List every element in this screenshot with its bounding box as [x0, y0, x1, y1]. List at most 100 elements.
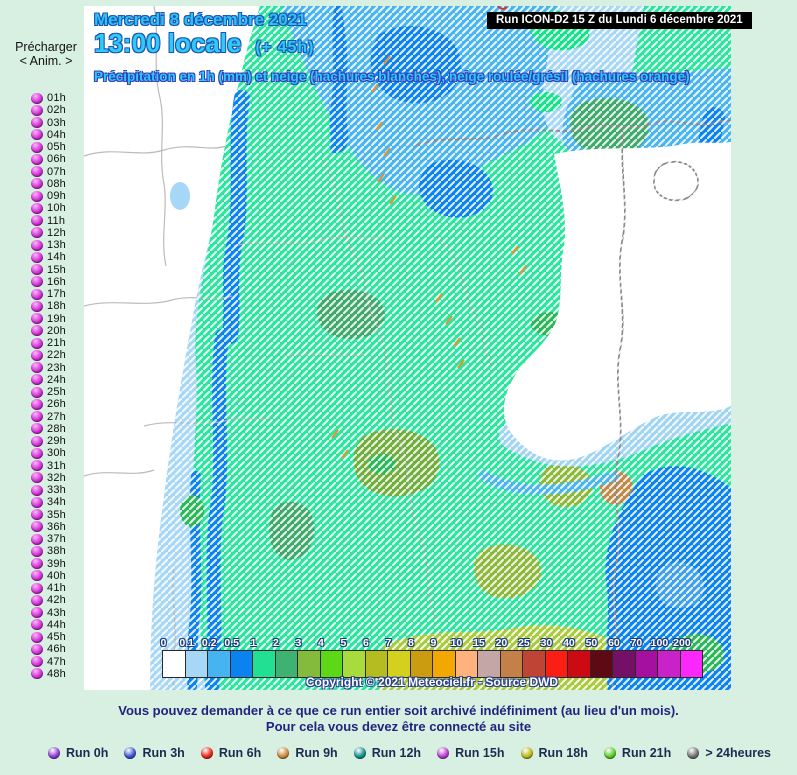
graupel-hatch-marks	[331, 55, 527, 459]
forecast-hour-link[interactable]: 04h	[31, 129, 66, 141]
forecast-hour-link[interactable]: 24h	[31, 374, 66, 386]
hour-label: 16h	[47, 275, 66, 288]
scale-step-color	[522, 650, 546, 678]
forecast-hour-link[interactable]: 41h	[31, 582, 66, 594]
hour-bullet-icon	[31, 533, 43, 545]
forecast-hour-link[interactable]: 14h	[31, 251, 66, 263]
forecast-hour-link[interactable]: 05h	[31, 141, 66, 153]
forecast-hour-link[interactable]: 39h	[31, 558, 66, 570]
hour-label: 34h	[47, 496, 66, 509]
forecast-hour-link[interactable]: 18h	[31, 300, 66, 312]
forecast-hour-link[interactable]: 29h	[31, 435, 66, 447]
scale-step-label: 20	[495, 637, 508, 649]
forecast-hour-link[interactable]: 46h	[31, 643, 66, 655]
forecast-hour-link[interactable]: 48h	[31, 668, 66, 680]
hour-bullet-icon	[31, 643, 43, 655]
hour-label: 45h	[47, 631, 66, 644]
hour-label: 29h	[47, 435, 66, 448]
forecast-hour-link[interactable]: 21h	[31, 337, 66, 349]
forecast-hour-link[interactable]: 09h	[31, 190, 66, 202]
map-local-time: 13:00 locale	[94, 28, 242, 58]
forecast-hour-link[interactable]: 27h	[31, 411, 66, 423]
scale-step-color	[454, 650, 478, 678]
run-label: Run 15h	[455, 746, 505, 760]
forecast-hour-link[interactable]: 30h	[31, 447, 66, 459]
animation-link[interactable]: < Anim. >	[19, 54, 73, 68]
forecast-hour-link[interactable]: 37h	[31, 533, 66, 545]
hour-label: 01h	[47, 92, 66, 105]
forecast-hour-link[interactable]: 23h	[31, 362, 66, 374]
run-info-box: Run ICON-D2 15 Z du Lundi 6 décembre 202…	[487, 12, 752, 29]
forecast-hour-link[interactable]: 43h	[31, 607, 66, 619]
forecast-hour-link[interactable]: 13h	[31, 239, 66, 251]
run-link[interactable]: Run 21h	[603, 746, 672, 760]
hour-bullet-icon	[31, 313, 43, 325]
run-link[interactable]: Run 6h	[200, 746, 261, 760]
hour-bullet-icon	[31, 423, 43, 435]
forecast-hour-link[interactable]: 16h	[31, 276, 66, 288]
run-link[interactable]: Run 18h	[520, 746, 588, 760]
hour-bullet-icon	[31, 570, 43, 582]
run-link[interactable]: Run 9h	[277, 746, 338, 760]
run-bullet-icon	[277, 747, 290, 759]
forecast-hour-link[interactable]: 01h	[31, 92, 66, 104]
run-bullet-icon	[603, 747, 616, 759]
hour-label: 27h	[47, 410, 66, 423]
forecast-hour-link[interactable]: 35h	[31, 509, 66, 521]
forecast-hour-link[interactable]: 31h	[31, 460, 66, 472]
hour-bullet-icon	[31, 582, 43, 594]
hour-label: 36h	[47, 520, 66, 533]
forecast-hour-link[interactable]: 12h	[31, 227, 66, 239]
hour-label: 18h	[47, 300, 66, 313]
forecast-hour-link[interactable]: 10h	[31, 202, 66, 214]
forecast-hour-link[interactable]: 34h	[31, 496, 66, 508]
forecast-hour-link[interactable]: 28h	[31, 423, 66, 435]
preload-link[interactable]: Précharger	[15, 40, 77, 54]
forecast-hour-link[interactable]: 07h	[31, 166, 66, 178]
forecast-hour-link[interactable]: 15h	[31, 264, 66, 276]
forecast-hour-link[interactable]: 11h	[31, 215, 66, 227]
forecast-hour-link[interactable]: 42h	[31, 594, 66, 606]
hour-bullet-icon	[31, 460, 43, 472]
forecast-hour-link[interactable]: 33h	[31, 484, 66, 496]
hour-label: 46h	[47, 643, 66, 656]
forecast-hour-link[interactable]: 17h	[31, 288, 66, 300]
run-label: Run 21h	[621, 746, 672, 760]
forecast-hour-link[interactable]: 26h	[31, 398, 66, 410]
run-link[interactable]: Run 0h	[48, 746, 108, 760]
run-link[interactable]: > 24heures	[687, 746, 771, 760]
forecast-hour-link[interactable]: 47h	[31, 656, 66, 668]
forecast-hour-link[interactable]: 38h	[31, 545, 66, 557]
forecast-hour-link[interactable]: 40h	[31, 570, 66, 582]
run-link[interactable]: Run 3h	[124, 746, 185, 760]
hour-label: 12h	[47, 226, 66, 239]
hour-label: 05h	[47, 141, 66, 154]
scale-step-label: 6	[363, 637, 369, 649]
scale-step: 0.5	[224, 637, 253, 678]
forecast-hour-link[interactable]: 03h	[31, 117, 66, 129]
forecast-hour-link[interactable]: 36h	[31, 521, 66, 533]
scale-step-color	[342, 650, 366, 678]
forecast-hour-link[interactable]: 44h	[31, 619, 66, 631]
run-label: Run 3h	[142, 746, 185, 760]
forecast-hour-link[interactable]: 32h	[31, 472, 66, 484]
forecast-hour-link[interactable]: 08h	[31, 178, 66, 190]
hour-label: 47h	[47, 655, 66, 668]
scale-step-color	[387, 650, 411, 678]
run-link[interactable]: Run 15h	[437, 746, 504, 760]
forecast-hour-link[interactable]: 20h	[31, 325, 66, 337]
scale-step-color	[634, 650, 658, 678]
forecast-hour-link[interactable]: 19h	[31, 313, 66, 325]
run-link[interactable]: Run 12h	[353, 746, 421, 760]
run-bullet-icon	[200, 747, 213, 759]
forecast-hour-link[interactable]: 06h	[31, 153, 66, 165]
run-label: Run 0h	[66, 746, 109, 760]
scale-step-label: 7	[385, 637, 392, 649]
hour-label: 21h	[47, 337, 66, 350]
forecast-hour-link[interactable]: 22h	[31, 349, 66, 361]
forecast-hour-link[interactable]: 02h	[31, 104, 66, 116]
forecast-hour-link[interactable]: 45h	[31, 631, 66, 643]
forecast-hour-link[interactable]: 25h	[31, 386, 66, 398]
hour-bullet-icon	[31, 447, 43, 459]
hour-label: 22h	[47, 349, 66, 362]
